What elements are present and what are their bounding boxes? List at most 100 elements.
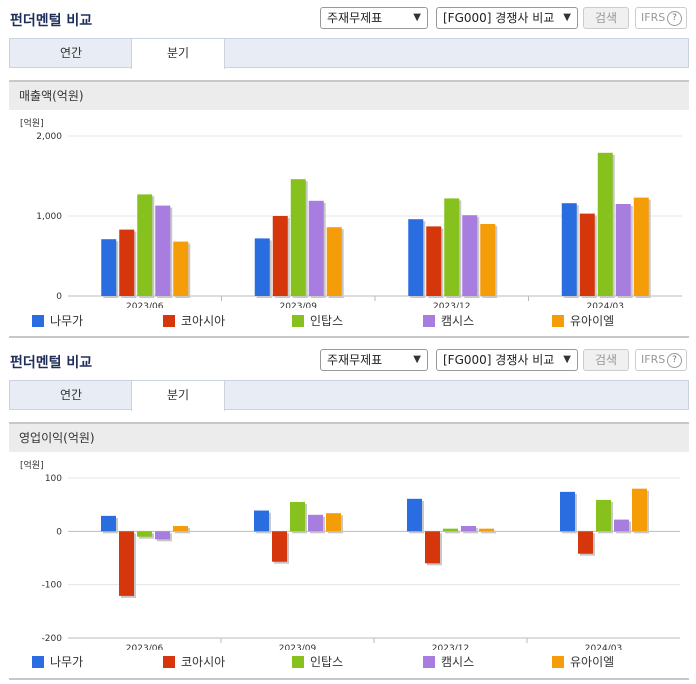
bar-인탑스-2023/12[interactable] xyxy=(444,198,460,296)
section-title: 펀더멘털 비교 xyxy=(10,355,93,371)
search-button[interactable]: 검색 xyxy=(583,7,629,29)
fundamental-section-1: 펀더멘털 비교 주재무제표 ▼ [FG000] 경쟁사 비교 ▼ 검색 IFRS… xyxy=(0,7,696,338)
bar-나무가-2023/06[interactable] xyxy=(101,239,117,296)
bar-캠시스-2023/06[interactable] xyxy=(155,205,171,296)
bar-캠시스-2024/03[interactable] xyxy=(614,519,629,532)
x-tick-label: 2023/06 xyxy=(126,302,164,308)
compare-select-value: [FG000] 경쟁사 비교 xyxy=(443,11,555,25)
chart-legend: 나무가 코아시아 인탑스 캠시스 유아이엘 xyxy=(0,653,696,673)
help-icon[interactable]: ? xyxy=(667,353,682,368)
bar-코아시아-2024/03[interactable] xyxy=(578,531,593,554)
bar-캠시스-2023/12[interactable] xyxy=(461,526,476,532)
x-tick-label: 2023/09 xyxy=(279,644,317,650)
statement-select[interactable]: 주재무제표 ▼ xyxy=(320,7,428,29)
chevron-down-icon: ▼ xyxy=(413,354,421,365)
ifrs-button[interactable]: IFRS ? xyxy=(635,7,687,29)
tab-quarterly[interactable]: 분기 xyxy=(131,39,225,69)
revenue-bar-chart: [억원] 0 1,000 2,000 2023/06 2023/09 2023/12 2024… xyxy=(20,117,682,308)
bar-인탑스-2024/03[interactable] xyxy=(597,152,613,296)
bar-인탑스-2023/09[interactable] xyxy=(290,179,306,296)
bar-나무가-2024/03[interactable] xyxy=(561,203,577,296)
bar-캠시스-2024/03[interactable] xyxy=(615,204,631,296)
legend-swatch xyxy=(32,656,44,668)
bar-유아이엘-2023/09[interactable] xyxy=(326,227,342,296)
panel-title: 매출액(억원) xyxy=(9,80,689,110)
period-tabs: 연간 분기 xyxy=(9,38,689,69)
legend-label: 코아시아 xyxy=(181,314,226,328)
bar-유아이엘-2024/03[interactable] xyxy=(633,197,649,296)
compare-select-value: [FG000] 경쟁사 비교 xyxy=(443,353,555,367)
legend-swatch xyxy=(163,315,175,327)
statement-select-value: 주재무제표 xyxy=(327,353,383,367)
legend-label: 캠시스 xyxy=(441,655,475,669)
legend-label: 나무가 xyxy=(50,314,84,328)
chevron-down-icon: ▼ xyxy=(413,12,421,23)
compare-select[interactable]: [FG000] 경쟁사 비교 ▼ xyxy=(436,7,578,29)
search-button[interactable]: 검색 xyxy=(583,349,629,371)
section-divider xyxy=(9,678,689,680)
bar-코아시아-2023/12[interactable] xyxy=(425,531,440,564)
compare-select[interactable]: [FG000] 경쟁사 비교 ▼ xyxy=(436,349,578,371)
legend-swatch xyxy=(552,656,564,668)
y-tick-label: 1,000 xyxy=(36,212,62,222)
bar-캠시스-2023/09[interactable] xyxy=(308,514,323,532)
bar-코아시아-2023/06[interactable] xyxy=(119,229,135,296)
x-tick-label: 2023/12 xyxy=(433,302,470,308)
section-header: 펀더멘털 비교 주재무제표 ▼ [FG000] 경쟁사 비교 ▼ 검색 IFRS… xyxy=(0,342,696,380)
bar-캠시스-2023/09[interactable] xyxy=(308,200,324,296)
chart-legend: 나무가 코아시아 인탑스 캠시스 유아이엘 xyxy=(0,312,696,332)
ifrs-button[interactable]: IFRS ? xyxy=(635,349,687,371)
tab-annual[interactable]: 연간 xyxy=(59,388,83,402)
bar-코아시아-2024/03[interactable] xyxy=(579,213,595,296)
y-tick-label: 2,000 xyxy=(36,132,62,142)
bar-인탑스-2023/06[interactable] xyxy=(137,531,152,537)
bar-인탑스-2023/12[interactable] xyxy=(443,528,458,532)
tab-annual[interactable]: 연간 xyxy=(59,46,83,60)
bar-나무가-2023/06[interactable] xyxy=(101,515,116,532)
bar-유아이엘-2023/12[interactable] xyxy=(479,528,494,532)
bar-나무가-2023/12[interactable] xyxy=(407,498,422,532)
legend-label: 캠시스 xyxy=(441,314,475,328)
legend-swatch xyxy=(423,315,435,327)
bar-인탑스-2023/09[interactable] xyxy=(290,502,305,532)
bar-코아시아-2023/12[interactable] xyxy=(426,226,442,296)
legend-label: 인탑스 xyxy=(310,314,344,328)
legend-swatch xyxy=(292,656,304,668)
x-tick-label: 2023/09 xyxy=(280,302,318,308)
bar-유아이엘-2024/03[interactable] xyxy=(632,488,647,532)
tab-quarterly[interactable]: 분기 xyxy=(131,381,225,411)
section-title: 펀더멘털 비교 xyxy=(10,13,93,29)
operating-profit-bar-chart: [억원] -200 -100 0 100 2023/06 2023/09 2023/12 202… xyxy=(20,459,680,650)
bar-캠시스-2023/12[interactable] xyxy=(462,215,478,296)
bar-나무가-2023/09[interactable] xyxy=(254,238,270,296)
chevron-down-icon: ▼ xyxy=(563,354,571,365)
bar-유아이엘-2023/09[interactable] xyxy=(326,513,341,532)
bar-유아이엘-2023/06[interactable] xyxy=(173,526,188,532)
legend-swatch xyxy=(552,315,564,327)
section-divider xyxy=(9,336,689,338)
statement-select[interactable]: 주재무제표 ▼ xyxy=(320,349,428,371)
chevron-down-icon: ▼ xyxy=(563,12,571,23)
y-tick-label: -100 xyxy=(42,581,63,591)
help-icon[interactable]: ? xyxy=(667,11,682,26)
legend-swatch xyxy=(163,656,175,668)
bar-코아시아-2023/09[interactable] xyxy=(272,216,288,296)
fundamental-section-2: 펀더멘털 비교 주재무제표 ▼ [FG000] 경쟁사 비교 ▼ 검색 IFRS… xyxy=(0,342,696,684)
statement-select-value: 주재무제표 xyxy=(327,11,383,25)
bar-코아시아-2023/06[interactable] xyxy=(119,531,134,596)
y-tick-label: -200 xyxy=(42,634,63,644)
legend-label: 유아이엘 xyxy=(570,655,615,669)
y-tick-label: 100 xyxy=(45,474,62,484)
bar-나무가-2024/03[interactable] xyxy=(560,491,575,532)
bar-코아시아-2023/09[interactable] xyxy=(272,531,287,562)
bar-유아이엘-2023/12[interactable] xyxy=(480,224,496,296)
legend-label: 나무가 xyxy=(50,655,84,669)
bar-유아이엘-2023/06[interactable] xyxy=(173,241,189,296)
legend-label: 인탑스 xyxy=(310,655,344,669)
bar-나무가-2023/09[interactable] xyxy=(254,510,269,532)
bar-인탑스-2024/03[interactable] xyxy=(596,499,611,532)
bar-나무가-2023/12[interactable] xyxy=(408,219,424,296)
bar-캠시스-2023/06[interactable] xyxy=(155,531,170,540)
bar-인탑스-2023/06[interactable] xyxy=(137,194,153,296)
panel-title: 영업이익(억원) xyxy=(9,422,689,452)
